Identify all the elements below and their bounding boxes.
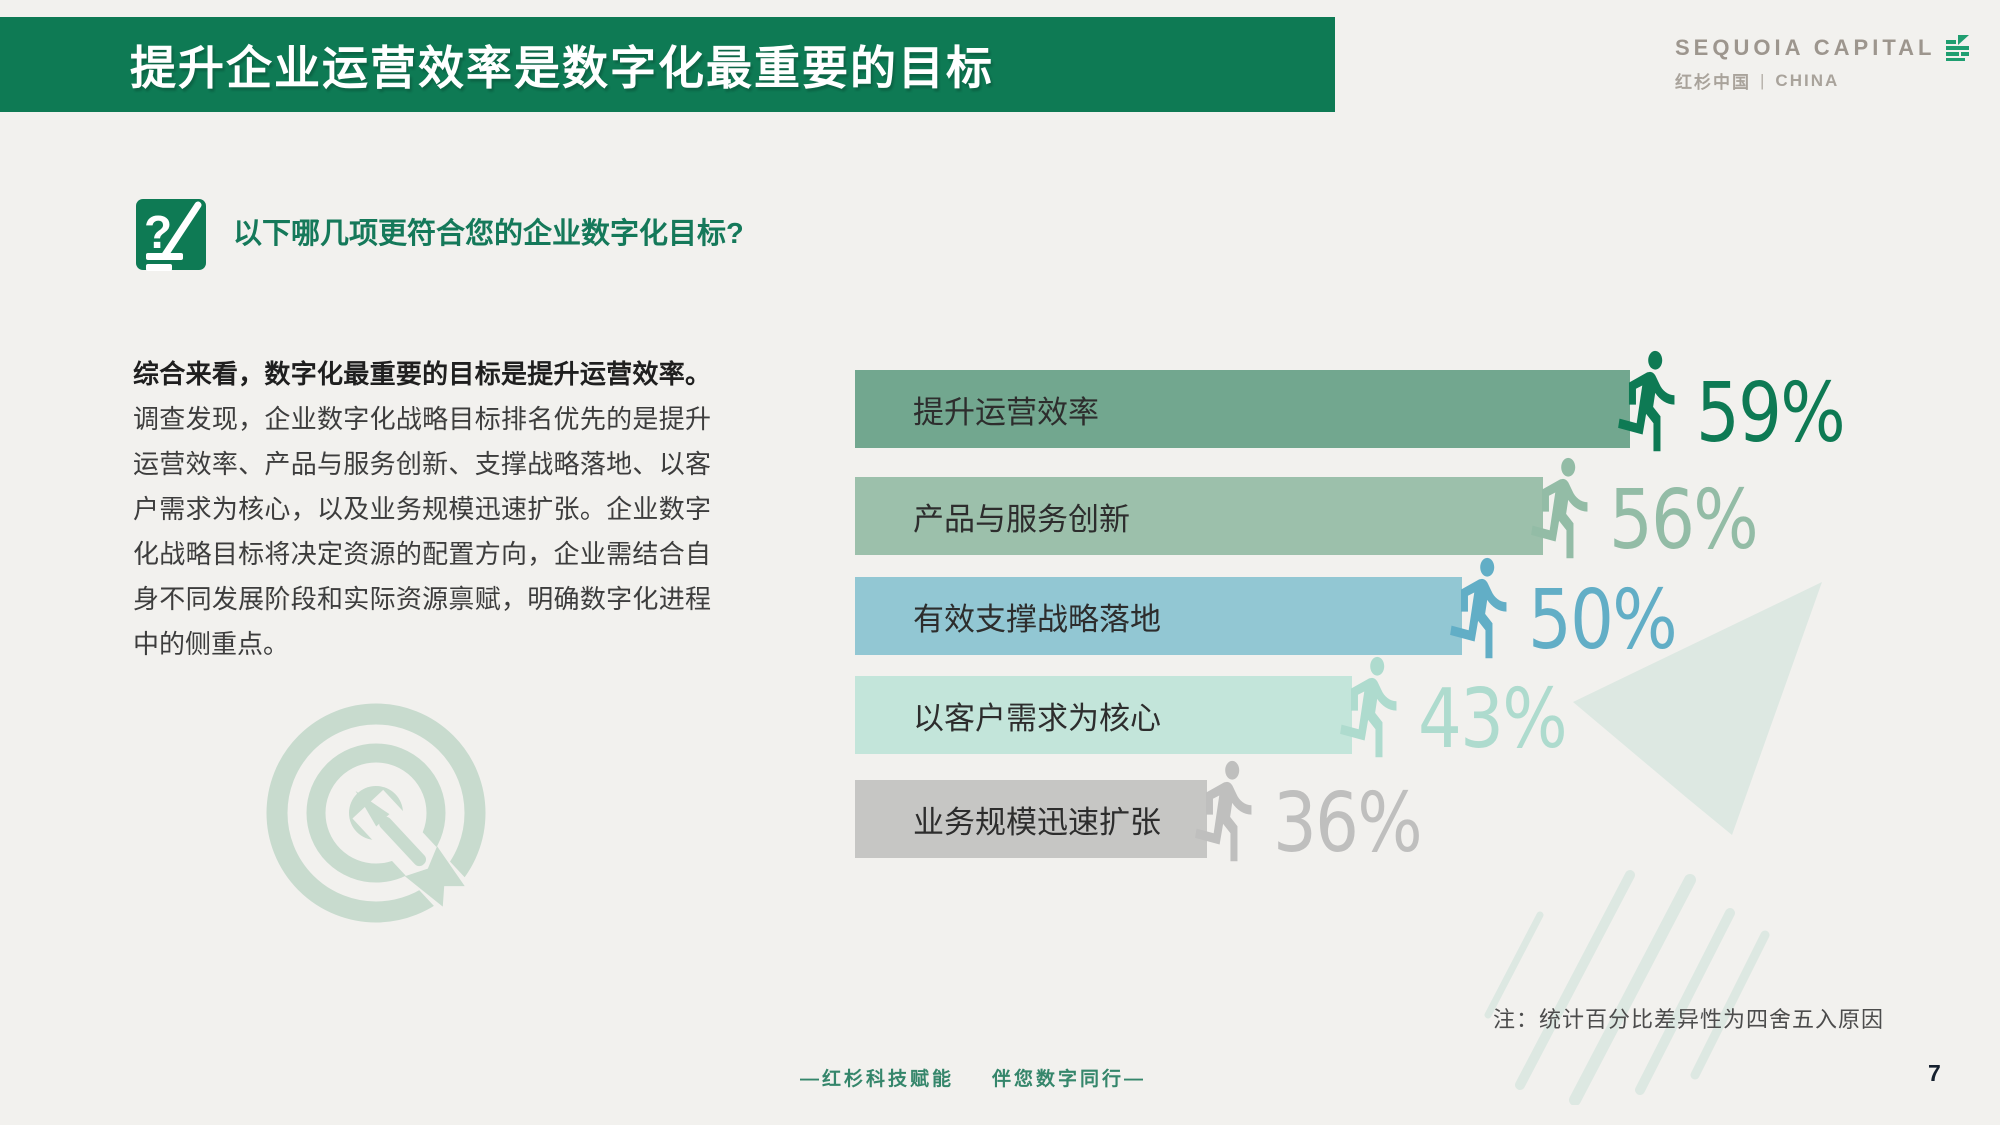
logo-subtitle-en: CHINA [1775,70,1840,90]
bar-label: 业务规模迅速扩张 [913,804,1161,840]
summary-lead: 综合来看，数字化最重要的目标是提升运营效率。 [133,359,711,389]
bar-value: 50% [1528,573,1678,668]
bar-value: 36% [1273,776,1423,871]
footer-slogan-left: —红杉科技赋能 [800,1069,955,1090]
bar: 产品与服务创新 [855,477,1543,555]
chart-row: 产品与服务创新 56% [855,457,1785,562]
footer-slogan-right: 伴您数字同行— [992,1069,1147,1090]
chart-row: 提升运营效率 59% [855,350,1872,455]
brand-logo: SEQUOIA CAPITAL 红杉中国 | CHINA [1675,34,1970,93]
bar-label: 产品与服务创新 [913,501,1130,537]
runner-icon [1195,760,1252,862]
bar: 业务规模迅速扩张 [855,780,1207,858]
bar-value: 59% [1696,366,1846,461]
chart-row: 以客户需求为核心 43% [855,656,1594,761]
chart-row: 业务规模迅速扩张 36% [855,760,1449,865]
bar-label: 提升运营效率 [913,394,1099,430]
question-pencil-icon: ? [136,199,206,271]
bar: 提升运营效率 [855,370,1630,448]
target-dart-icon [266,703,487,930]
page-title: 提升企业运营效率是数字化最重要的目标 [130,41,994,94]
question-text: 以下哪几项更符合您的企业数字化目标? [233,218,744,250]
summary-body: 调查发现，企业数字化战略目标排名优先的是提升运营效率、产品与服务创新、支撑战略落… [133,404,711,659]
bar-label: 以客户需求为核心 [913,700,1161,736]
bar-label: 有效支撑战略落地 [913,601,1161,637]
chart-row: 有效支撑战略落地 50% [855,557,1704,662]
question-row: ? 以下哪几项更符合您的企业数字化目标? [135,196,744,272]
header-banner: 提升企业运营效率是数字化最重要的目标 [0,17,1335,112]
logo-divider: | [1760,70,1767,90]
bar: 以客户需求为核心 [855,676,1352,754]
logo-subline: 红杉中国 | CHINA [1675,68,1970,93]
logo-subtitle-cn: 红杉中国 [1675,73,1751,92]
sequoia-tree-icon [1946,35,1970,61]
logo-row: SEQUOIA CAPITAL [1675,34,1970,61]
footer-slogan: —红杉科技赋能 伴您数字同行— [800,1064,1146,1091]
summary-paragraph: 综合来看，数字化最重要的目标是提升运营效率。调查发现，企业数字化战略目标排名优先… [133,352,711,667]
runner-icon [1340,656,1397,758]
bar: 有效支撑战略落地 [855,577,1462,655]
logo-wordmark: SEQUOIA CAPITAL [1675,34,1936,60]
bar-value: 43% [1418,672,1568,767]
rising-arrow-watermark [1484,582,1822,1105]
runner-icon [1618,350,1675,452]
bar-value: 56% [1609,473,1759,568]
page-number: 7 [1928,1060,1941,1086]
footnote: 注：统计百分比差异性为四舍五入原因 [1493,1007,1885,1032]
runner-icon [1531,457,1588,559]
runner-icon [1450,557,1507,659]
